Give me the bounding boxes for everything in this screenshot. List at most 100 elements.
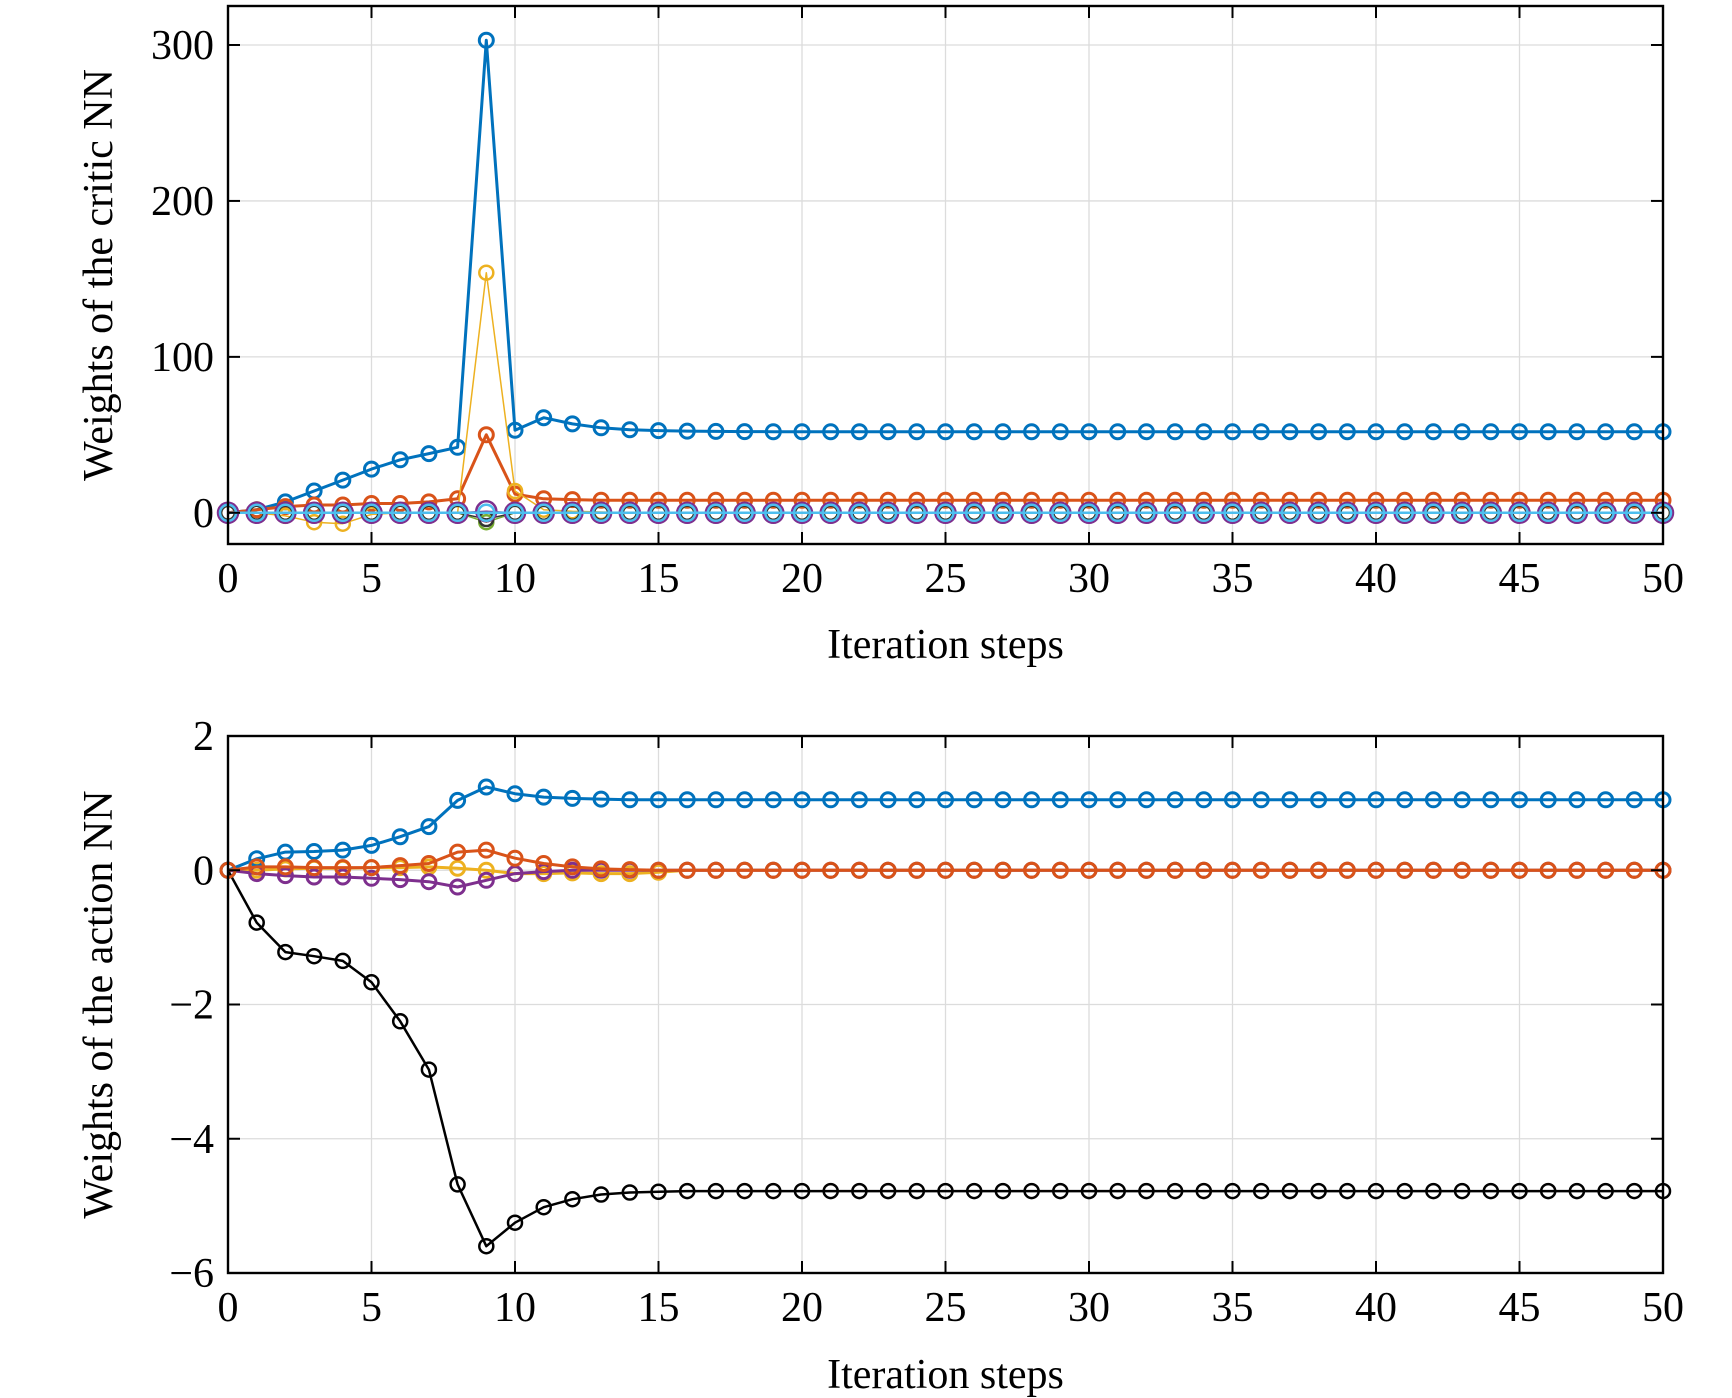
- data-point: [1596, 503, 1615, 523]
- x-tick-label: 15: [638, 556, 680, 602]
- data-point: [305, 843, 323, 860]
- series-line: [227, 433, 1663, 515]
- series-line: [226, 869, 1663, 1248]
- data-point: [391, 1013, 409, 1030]
- data-point: [477, 31, 495, 49]
- data-point: [1338, 423, 1356, 441]
- y-tick-label: 0: [193, 491, 214, 537]
- data-point: [276, 503, 295, 523]
- data-point: [994, 491, 1012, 509]
- data-point: [1224, 1182, 1241, 1200]
- data-point: [678, 491, 696, 509]
- data-point: [677, 503, 697, 523]
- data-point: [535, 788, 553, 806]
- data-point: [1023, 861, 1041, 879]
- data-point: [822, 491, 840, 509]
- data-point: [1396, 861, 1414, 879]
- data-point: [1080, 861, 1098, 879]
- data-point: [1195, 423, 1213, 441]
- data-point: [1051, 423, 1069, 441]
- data-point: [1452, 503, 1472, 523]
- series-1: [219, 426, 1672, 522]
- data-point: [994, 423, 1012, 441]
- x-tick-label: 20: [781, 556, 823, 602]
- data-point: [1338, 503, 1357, 523]
- data-point: [879, 491, 897, 509]
- data-point: [420, 855, 438, 872]
- data-point: [1022, 503, 1041, 523]
- data-point: [621, 791, 639, 809]
- data-point: [1195, 1182, 1213, 1200]
- data-point: [563, 789, 581, 807]
- data-point: [592, 1186, 610, 1203]
- data-point: [1481, 503, 1501, 523]
- data-point: [1252, 491, 1270, 509]
- x-tick-label: 45: [1499, 556, 1541, 602]
- data-point: [449, 878, 467, 896]
- data-point: [650, 422, 667, 440]
- data-point: [907, 503, 927, 523]
- x-tick-label: 25: [925, 556, 967, 602]
- data-point: [1194, 503, 1214, 523]
- data-point: [1165, 503, 1185, 523]
- data-point: [792, 503, 812, 523]
- data-point: [1597, 491, 1615, 509]
- data-point: [276, 867, 294, 885]
- data-point: [1338, 791, 1356, 809]
- data-point: [420, 493, 438, 511]
- data-point: [965, 491, 983, 509]
- data-point: [850, 491, 868, 509]
- data-point: [793, 491, 811, 509]
- data-point: [563, 858, 581, 876]
- data-point: [793, 1182, 811, 1200]
- data-point: [592, 419, 610, 437]
- data-point: [850, 861, 868, 879]
- data-point: [678, 791, 696, 809]
- data-point: [1453, 423, 1471, 441]
- data-point: [908, 423, 926, 441]
- data-point: [1597, 1182, 1614, 1200]
- data-point: [908, 1182, 926, 1200]
- data-point: [965, 423, 983, 441]
- data-point: [1224, 791, 1241, 809]
- data-point: [1539, 423, 1557, 441]
- data-point: [1224, 861, 1241, 879]
- data-point: [478, 264, 495, 281]
- data-point: [591, 503, 611, 523]
- data-point: [334, 841, 352, 859]
- data-point: [247, 503, 266, 523]
- y-tick-label: −4: [169, 1117, 214, 1163]
- series-line: [227, 785, 1663, 872]
- data-point: [1052, 1182, 1069, 1200]
- data-point: [1137, 861, 1155, 879]
- series-line: [227, 38, 1663, 515]
- x-tick-label: 50: [1642, 556, 1684, 602]
- data-point: [1367, 1182, 1385, 1200]
- y-tick-label: 0: [193, 848, 214, 894]
- x-tick-label: 10: [494, 1285, 536, 1331]
- data-point: [1482, 861, 1500, 879]
- data-point: [678, 861, 696, 879]
- data-point: [1224, 423, 1241, 441]
- data-point: [1109, 791, 1127, 809]
- data-point: [506, 421, 524, 439]
- data-point: [793, 423, 811, 441]
- data-point: [1109, 1182, 1126, 1200]
- x-tick-label: 35: [1212, 556, 1254, 602]
- data-point: [420, 818, 438, 836]
- data-point: [1080, 791, 1098, 809]
- data-point: [1137, 491, 1155, 509]
- data-point: [1626, 1182, 1643, 1200]
- data-point: [304, 503, 324, 523]
- data-point: [1424, 791, 1442, 809]
- y-axis-label: Weights of the action NN: [76, 790, 122, 1218]
- x-tick-label: 0: [218, 1285, 239, 1331]
- data-point: [1023, 491, 1041, 509]
- data-point: [1310, 1182, 1327, 1200]
- data-point: [363, 974, 380, 991]
- data-point: [821, 503, 840, 523]
- data-point: [994, 861, 1012, 879]
- data-point: [678, 1182, 696, 1200]
- data-point: [1109, 423, 1127, 441]
